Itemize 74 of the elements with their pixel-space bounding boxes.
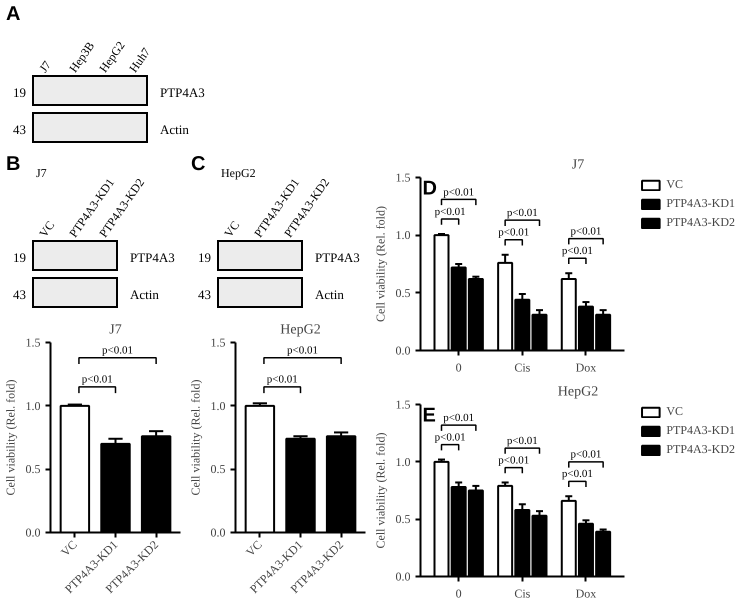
annotation: p<0.01 (562, 245, 593, 258)
text: C (191, 153, 206, 175)
y-tick-label: 1.0 (26, 398, 40, 413)
chart-title: J7 (109, 322, 122, 338)
annotation: p<0.01 (506, 207, 538, 220)
legend-label: PTP4A3-KD1 (666, 196, 735, 211)
annotation: p<0.01 (82, 374, 113, 386)
y-tick-label: 1.0 (396, 454, 410, 469)
annotation: p<0.01 (443, 412, 474, 424)
y-tick-label: 0.0 (396, 570, 410, 584)
y-tick-label: 0.5 (26, 462, 40, 476)
text: 43 (13, 287, 26, 302)
x-tick-label: Dox (576, 360, 596, 374)
y-tick-label: 1.5 (210, 336, 226, 350)
x-tick-label: Cis (514, 586, 531, 600)
annotation: p<0.01 (434, 431, 466, 444)
annotation: p<0.01 (287, 344, 318, 356)
category-label: VC (36, 218, 58, 240)
text: 43 (13, 122, 26, 137)
x-tick-label: Dox (576, 586, 596, 600)
y-tick-label: 0.0 (26, 526, 40, 540)
annotation: p<0.01 (443, 186, 474, 198)
text: HepG2 (221, 166, 256, 180)
annotation: p<0.01 (498, 226, 530, 239)
text: 43 (198, 287, 211, 302)
y-tick-label: 0.5 (210, 462, 226, 476)
annotation: p<0.01 (570, 448, 602, 461)
annotation: E (422, 404, 436, 426)
annotation: p<0.01 (434, 206, 466, 218)
x-tick-label: 0 (456, 360, 462, 374)
y-axis-title: Cell viability (Rel. fold) (188, 380, 202, 496)
y-tick-label: 1.5 (396, 170, 410, 184)
legend-label: VC (666, 404, 684, 419)
chart-title: HepG2 (280, 322, 321, 338)
x-tick-label: Cis (514, 360, 531, 374)
text: B (6, 153, 20, 175)
text: PTP4A3 (315, 250, 360, 265)
text: PTP4A3 (160, 85, 205, 100)
text: 19 (13, 85, 26, 100)
annotation: p<0.01 (562, 468, 593, 480)
legend-label: VC (666, 177, 684, 192)
y-tick-label: 0.5 (396, 512, 410, 526)
y-axis-title: Cell viability (Rel. fold) (4, 380, 18, 496)
category-label: J7 (36, 58, 54, 76)
legend-label: PTP4A3-KD2 (666, 215, 735, 230)
y-tick-label: 0.0 (396, 344, 410, 358)
chart-title: HepG2 (558, 384, 598, 400)
x-tick-label: 0 (456, 586, 462, 600)
annotation: D (422, 178, 437, 200)
y-tick-label: 0.5 (396, 286, 410, 300)
text: Actin (160, 122, 189, 137)
text: 19 (198, 250, 211, 265)
y-tick-label: 1.5 (26, 336, 40, 350)
category-label: VC (221, 218, 242, 240)
annotation: p<0.01 (266, 374, 298, 386)
annotation: p<0.01 (506, 434, 538, 447)
y-axis-title: Cell viability (Rel. fold) (374, 432, 388, 548)
y-tick-label: 1.0 (210, 398, 226, 413)
annotation: p<0.01 (570, 225, 602, 238)
chart-title: J7 (572, 158, 584, 172)
y-tick-label: 0.0 (210, 526, 226, 540)
text: Actin (315, 287, 344, 302)
y-axis-title: Cell viability (Rel. fold) (374, 206, 388, 322)
y-tick-label: 1.0 (396, 228, 410, 242)
legend-label: PTP4A3-KD2 (666, 442, 735, 457)
annotation: p<0.01 (102, 344, 134, 356)
y-tick-label: 1.5 (396, 398, 410, 412)
annotation: p<0.01 (498, 454, 530, 466)
text: J7 (36, 166, 47, 180)
text: A (6, 3, 20, 25)
text: PTP4A3 (130, 250, 175, 265)
text: 19 (13, 250, 26, 265)
text: Actin (130, 287, 159, 302)
legend-label: PTP4A3-KD1 (666, 423, 735, 438)
